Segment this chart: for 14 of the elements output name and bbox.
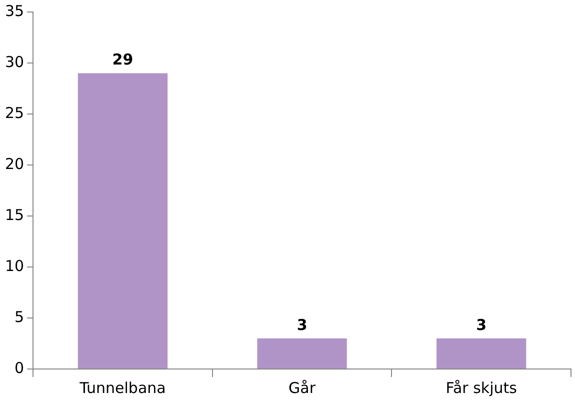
y-tick-label: 5 [14, 308, 24, 326]
y-tick-label: 0 [14, 358, 24, 377]
y-tick-label: 15 [4, 206, 24, 224]
y-tick-label: 20 [4, 154, 24, 173]
y-tick-label: 30 [4, 52, 24, 71]
x-tick-label: Går [288, 378, 316, 397]
data-label: 3 [296, 316, 308, 334]
y-tick-label: 10 [4, 256, 24, 275]
x-tick-label: Får skjuts [446, 378, 518, 397]
data-label: 3 [476, 316, 487, 334]
y-tick-label: 35 [4, 2, 24, 20]
y-tick-label: 25 [4, 104, 24, 122]
data-label: 29 [112, 50, 134, 69]
x-tick-label: Tunnelbana [78, 378, 166, 397]
